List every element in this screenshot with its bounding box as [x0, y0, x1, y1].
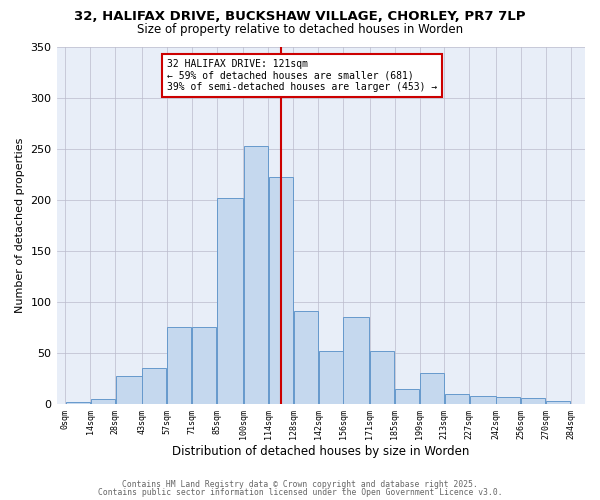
Text: 32, HALIFAX DRIVE, BUCKSHAW VILLAGE, CHORLEY, PR7 7LP: 32, HALIFAX DRIVE, BUCKSHAW VILLAGE, CHO… — [74, 10, 526, 23]
Bar — [142, 368, 166, 404]
Bar — [244, 146, 268, 404]
Bar — [521, 398, 545, 404]
Bar — [470, 396, 496, 404]
Bar — [343, 317, 369, 404]
Bar — [91, 399, 115, 404]
Bar — [445, 394, 469, 404]
Bar — [217, 198, 243, 404]
Bar — [293, 311, 317, 404]
Text: Contains public sector information licensed under the Open Government Licence v3: Contains public sector information licen… — [98, 488, 502, 497]
Bar — [370, 351, 394, 404]
Bar — [116, 376, 142, 404]
Bar — [66, 402, 90, 404]
Text: Size of property relative to detached houses in Worden: Size of property relative to detached ho… — [137, 22, 463, 36]
Bar — [496, 397, 520, 404]
Bar — [546, 401, 571, 404]
Bar — [319, 351, 343, 404]
Bar — [269, 178, 293, 404]
Text: 32 HALIFAX DRIVE: 121sqm
← 59% of detached houses are smaller (681)
39% of semi-: 32 HALIFAX DRIVE: 121sqm ← 59% of detach… — [167, 59, 437, 92]
Bar — [192, 328, 216, 404]
Bar — [420, 374, 444, 404]
X-axis label: Distribution of detached houses by size in Worden: Distribution of detached houses by size … — [172, 444, 469, 458]
Bar — [167, 328, 191, 404]
Bar — [395, 389, 419, 404]
Text: Contains HM Land Registry data © Crown copyright and database right 2025.: Contains HM Land Registry data © Crown c… — [122, 480, 478, 489]
Y-axis label: Number of detached properties: Number of detached properties — [15, 138, 25, 313]
